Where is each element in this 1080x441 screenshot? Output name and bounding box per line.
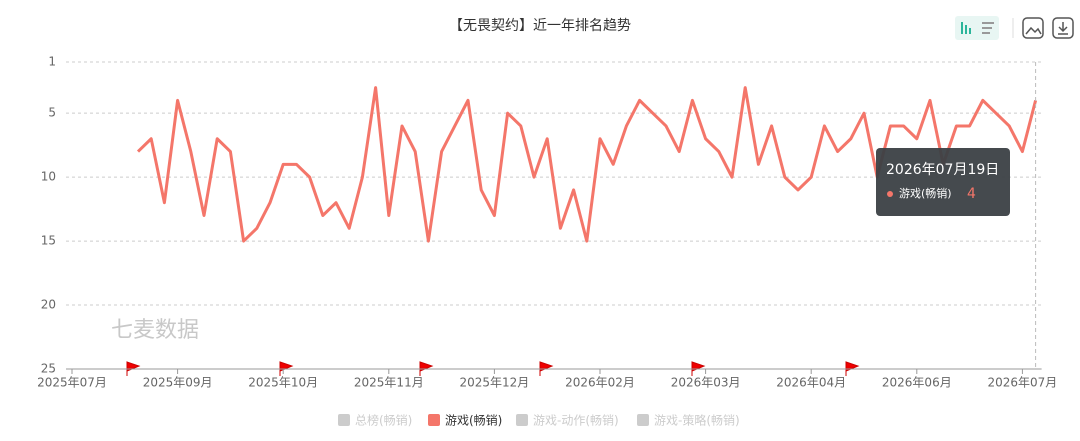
legend-item[interactable]: 总榜(畅销) — [338, 413, 412, 428]
legend-item[interactable]: 游戏-策略(畅销) — [637, 413, 740, 428]
x-tick-label: 2026年06月 — [882, 376, 952, 390]
x-tick-label: 2026年03月 — [671, 376, 741, 390]
icon-bar — [969, 28, 971, 34]
y-tick-label: 1 — [48, 55, 56, 69]
icon-download-mark — [1058, 22, 1068, 35]
legend-item[interactable]: 游戏(畅销) — [428, 414, 502, 428]
x-tick-label: 2025年07月 — [37, 376, 107, 390]
y-tick-label: 5 — [48, 106, 56, 120]
y-tick-label: 25 — [41, 362, 56, 376]
tooltip-box — [876, 148, 1010, 216]
icon-line — [982, 32, 990, 34]
toolbar — [955, 16, 1074, 40]
icon-bar — [965, 25, 967, 34]
legend-swatch — [338, 414, 350, 426]
y-tick-label: 10 — [41, 170, 56, 184]
tooltip-title: 2026年07月19日 — [886, 162, 999, 178]
icon-line — [982, 22, 994, 24]
tooltip-series: 游戏(畅销) — [899, 186, 952, 200]
x-tick-label: 2025年12月 — [459, 376, 529, 390]
x-tick-label: 2025年09月 — [143, 376, 213, 390]
legend-label: 游戏-策略(畅销) — [654, 413, 740, 428]
tooltip-dot — [887, 191, 893, 197]
y-tick-label: 20 — [41, 298, 56, 312]
legend-swatch — [637, 414, 649, 426]
x-tick-label: 2026年02月 — [565, 376, 635, 390]
legend-label: 总榜(畅销) — [355, 413, 412, 428]
legend-swatch — [428, 414, 440, 426]
series-line — [136, 86, 1038, 243]
y-tick-label: 15 — [41, 234, 56, 248]
x-tick-label: 2026年07月 — [987, 376, 1057, 390]
x-tick-label: 2025年10月 — [248, 376, 318, 390]
legend-label: 游戏-动作(畅销) — [533, 414, 619, 428]
icon-bar — [961, 22, 963, 34]
legend-label: 游戏(畅销) — [445, 414, 502, 428]
legend-swatch — [516, 414, 528, 426]
icon-line — [982, 27, 992, 29]
legend-item[interactable]: 游戏-动作(畅销) — [516, 414, 619, 428]
watermark: 七麦数据 — [111, 318, 199, 343]
icon-image[interactable] — [1022, 17, 1044, 39]
x-tick-label: 2025年11月 — [354, 376, 424, 390]
x-tick-label: 2026年04月 — [776, 376, 846, 390]
icon-download[interactable] — [1052, 17, 1074, 39]
chart-title: 【无畏契约】近一年排名趋势 — [449, 18, 631, 34]
icon-image-mark — [1025, 26, 1042, 35]
tooltip-value: 4 — [967, 186, 976, 202]
